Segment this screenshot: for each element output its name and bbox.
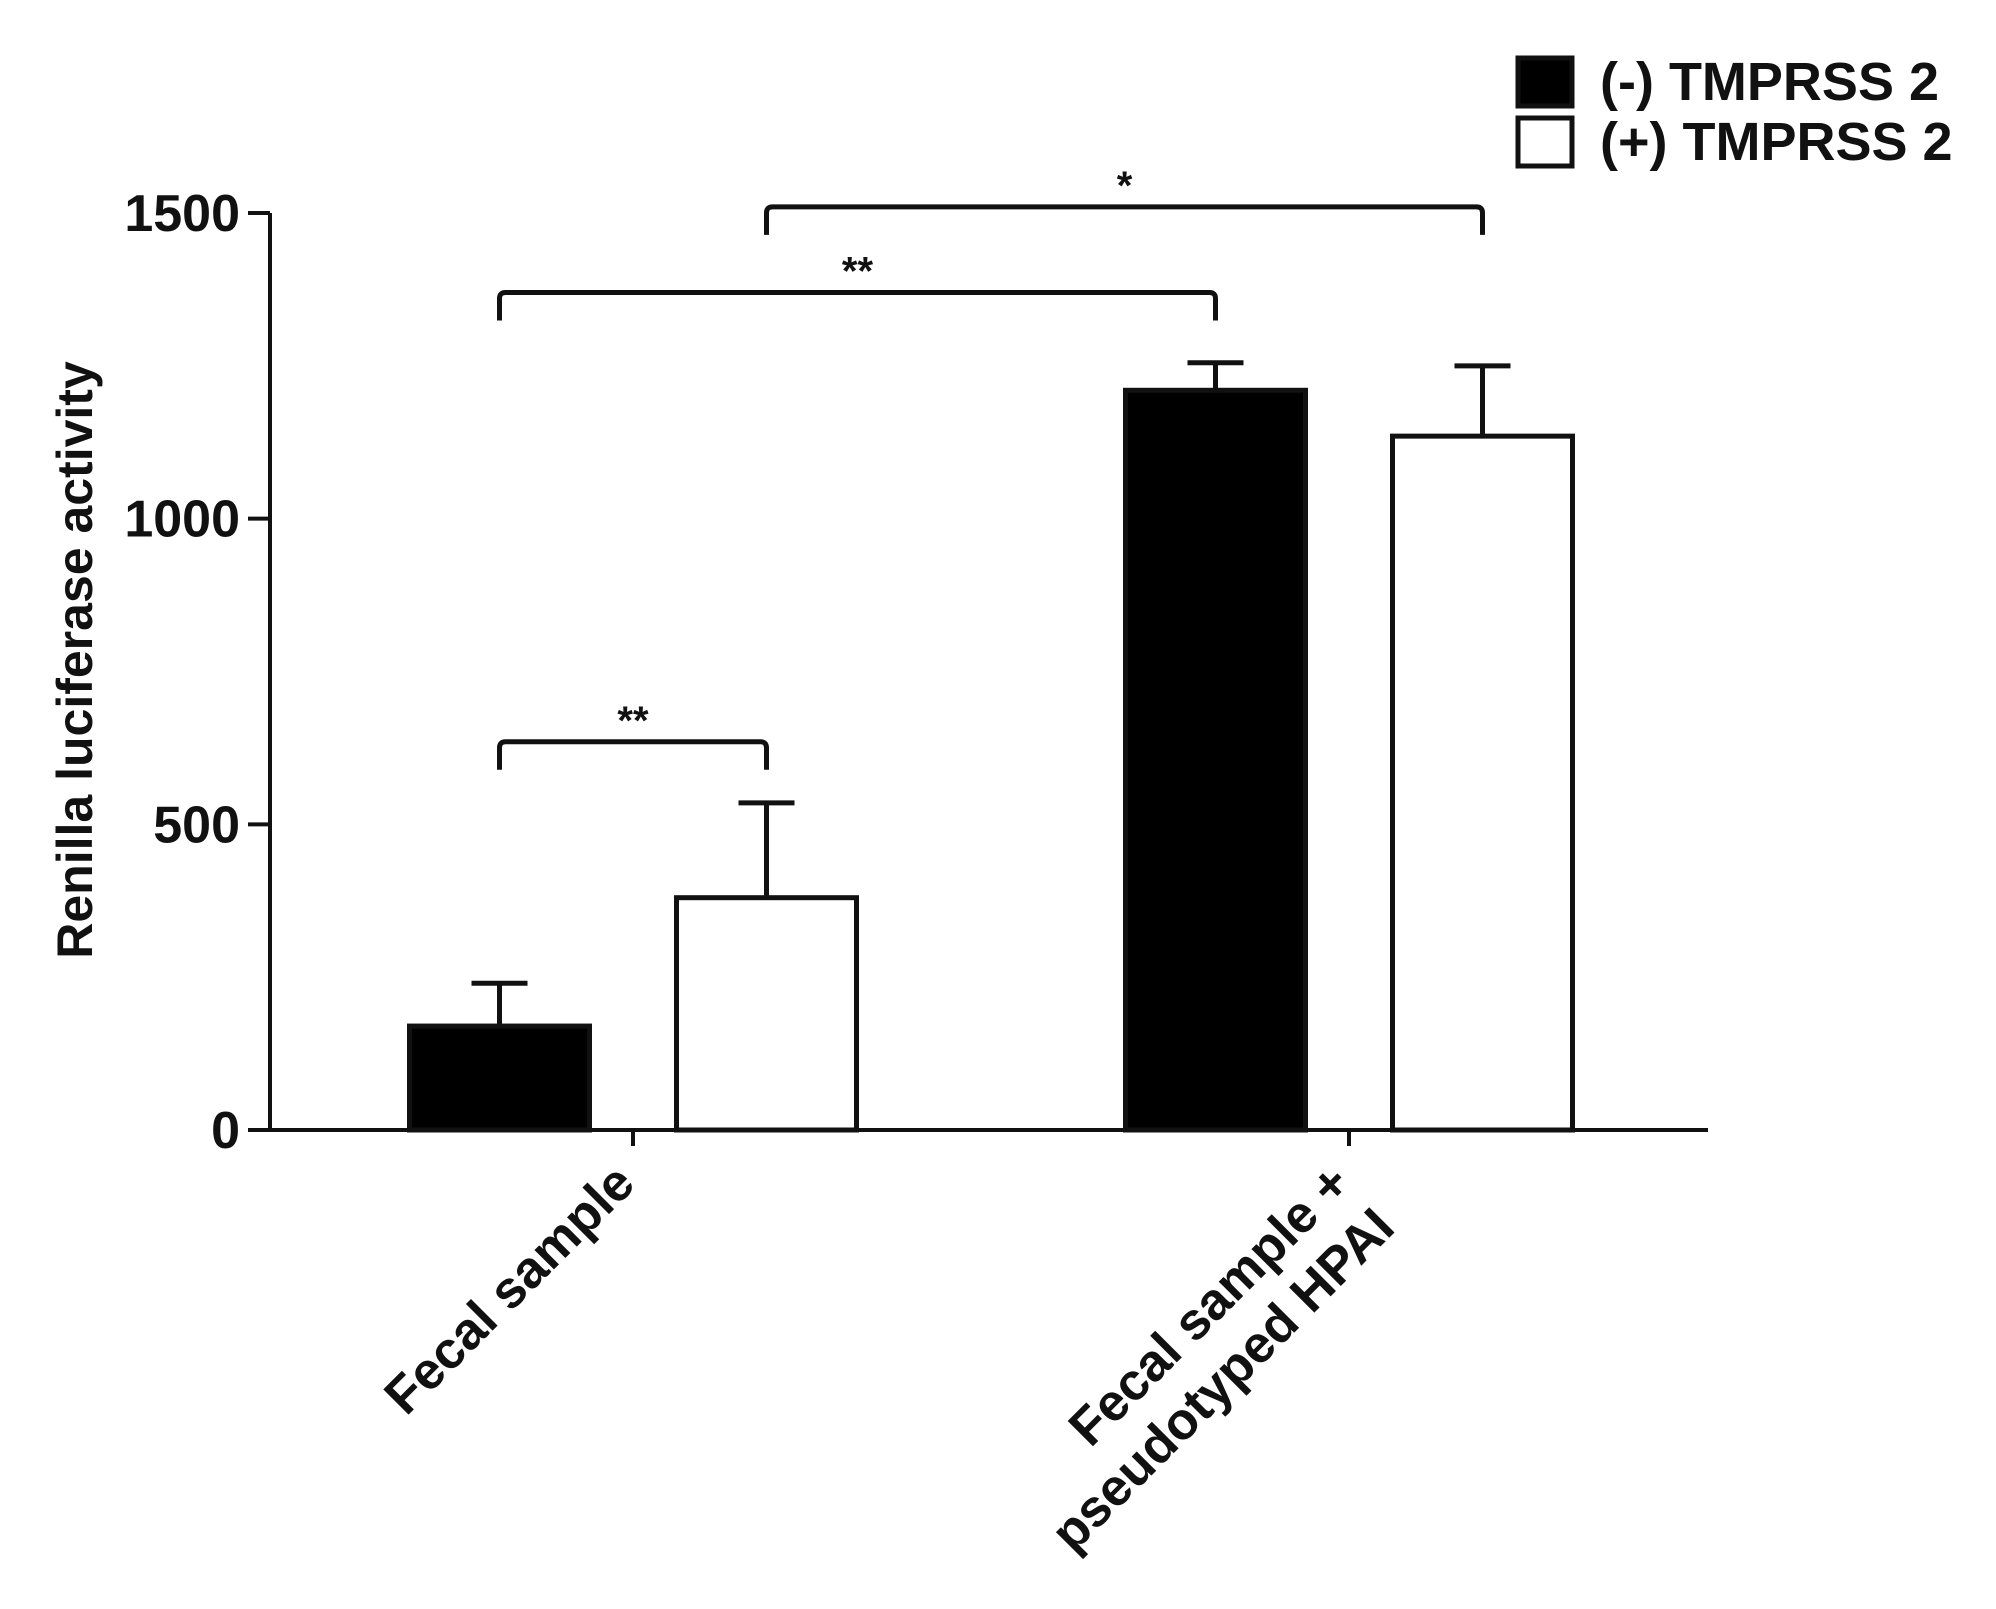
y-axis-label: Renilla luciferase activity — [47, 361, 103, 959]
significance-brackets: ***** — [497, 164, 1485, 770]
legend-label: (+) TMPRSS 2 — [1600, 112, 1953, 172]
legend-swatch — [1515, 55, 1575, 109]
y-tick-label: 1500 — [124, 185, 240, 243]
significance-bracket — [764, 204, 1485, 235]
significance-bracket — [497, 739, 769, 770]
bars — [407, 360, 1575, 1133]
bar — [407, 1023, 592, 1133]
significance-bracket — [497, 289, 1218, 321]
legend: (-) TMPRSS 2(+) TMPRSS 2 — [1515, 52, 1953, 172]
x-category-label: Fecal sample — [374, 1154, 646, 1426]
x-category-label-line: Fecal sample — [374, 1154, 646, 1426]
y-tick-label: 500 — [153, 796, 240, 854]
legend-swatch — [1515, 115, 1575, 169]
bar — [674, 895, 859, 1133]
significance-label: * — [1117, 164, 1133, 208]
bar — [1123, 387, 1308, 1133]
y-tick-label: 1000 — [124, 491, 240, 549]
bar — [1390, 433, 1575, 1133]
legend-label: (-) TMPRSS 2 — [1600, 52, 1939, 112]
y-tick-label: 0 — [211, 1102, 240, 1160]
x-category-label: Fecal sample +pseudotyped HPAI — [1040, 1154, 1405, 1563]
significance-label: ** — [617, 699, 649, 743]
significance-label: ** — [842, 249, 874, 293]
